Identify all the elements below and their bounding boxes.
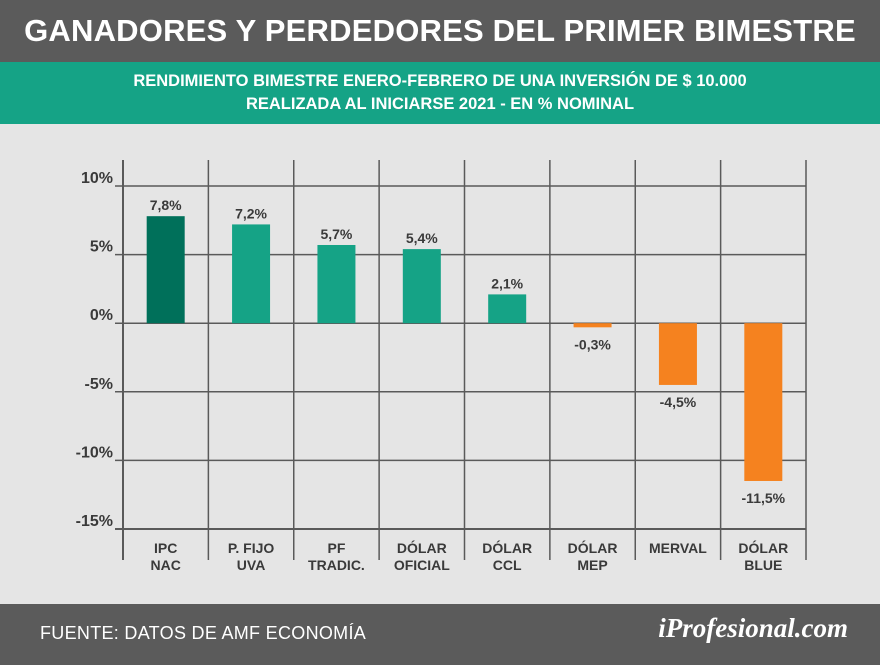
subtitle-bar — [0, 62, 880, 124]
y-tick-label: 0% — [90, 307, 113, 324]
y-tick-label: -15% — [76, 513, 113, 530]
y-tick-label: 10% — [81, 170, 113, 187]
x-tick-label: CCL — [493, 557, 522, 573]
x-tick-label: DÓLAR — [738, 539, 788, 556]
x-tick-label: DÓLAR — [397, 539, 447, 556]
y-tick-label: -10% — [76, 444, 113, 461]
subtitle-line-2: REALIZADA AL INICIARSE 2021 - EN % NOMIN… — [245, 95, 635, 113]
data-label: 7,8% — [150, 197, 182, 213]
y-tick-label: -5% — [85, 376, 113, 393]
bar — [146, 216, 185, 324]
bar — [658, 323, 697, 385]
data-label: 5,7% — [320, 226, 352, 242]
x-tick-label: DÓLAR — [482, 539, 532, 556]
x-tick-label: DÓLAR — [568, 539, 618, 556]
data-label: 5,4% — [406, 230, 438, 246]
bar — [573, 323, 612, 328]
source-note: FUENTE: DATOS DE AMF ECONOMÍA — [40, 623, 367, 643]
x-tick-label: MEP — [577, 557, 607, 573]
data-label: 2,1% — [491, 275, 523, 291]
x-tick-label: PF — [327, 540, 345, 556]
data-label: 7,2% — [235, 205, 267, 221]
bar — [402, 249, 441, 324]
x-tick-label: MERVAL — [649, 540, 707, 556]
bar — [317, 244, 356, 324]
bar — [744, 323, 783, 481]
chart-title: GANADORES Y PERDEDORES DEL PRIMER BIMEST… — [24, 13, 856, 110]
data-label: -4,5% — [660, 394, 697, 410]
x-tick-label: UVA — [237, 557, 266, 573]
y-tick-label: 5% — [90, 239, 113, 256]
bar — [232, 224, 271, 324]
chart-subtitle: RENDIMIENTO BIMESTRE ENERO-FEBRERO DE UN… — [0, 70, 880, 116]
subtitle-line-1: RENDIMIENTO BIMESTRE ENERO-FEBRERO DE UN… — [133, 72, 747, 90]
header-bar — [0, 0, 880, 62]
data-label: -11,5% — [742, 490, 786, 506]
brand-logo: iProfesional.com — [658, 613, 848, 643]
x-tick-label: OFICIAL — [394, 557, 450, 573]
x-tick-label: P. FIJO — [228, 540, 275, 556]
data-label: -0,3% — [574, 336, 611, 352]
bar — [488, 294, 527, 324]
x-tick-label: TRADIC. — [308, 557, 365, 573]
x-tick-label: NAC — [151, 557, 181, 573]
footer-bar — [0, 604, 880, 665]
x-tick-label: BLUE — [744, 557, 782, 573]
x-tick-label: IPC — [154, 540, 177, 556]
